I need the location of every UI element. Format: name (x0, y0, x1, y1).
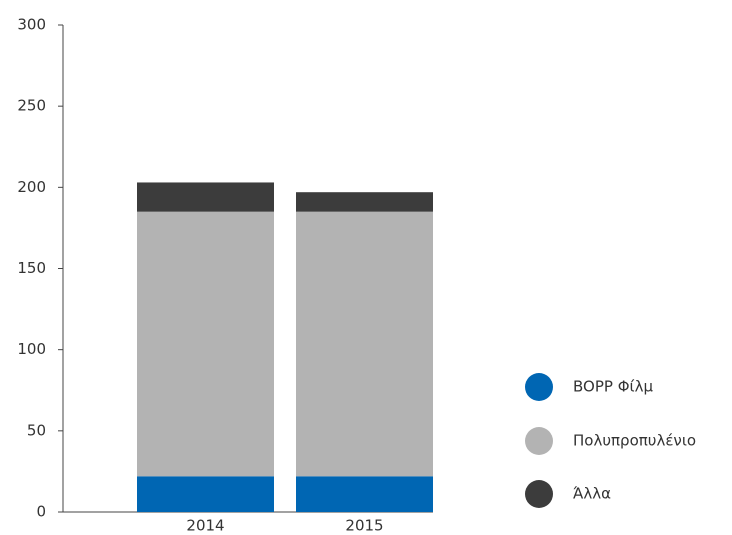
y-tick-label: 200 (17, 178, 46, 196)
legend-swatch (525, 480, 553, 508)
legend-swatch (525, 427, 553, 455)
bar-segment (137, 182, 274, 212)
bar-segment (137, 476, 274, 512)
legend-label: BOPP Φίλμ (573, 378, 653, 396)
legend-label: Πολυπροπυλένιο (573, 432, 696, 450)
legend-label: Άλλα (573, 485, 611, 503)
bar-segment (296, 211, 433, 477)
bar-segment (296, 476, 433, 512)
y-tick-label: 150 (17, 259, 46, 277)
bar-segment (137, 211, 274, 477)
y-tick-label: 250 (17, 97, 46, 115)
y-tick-label: 50 (27, 421, 46, 439)
legend-swatch (525, 373, 553, 401)
x-tick-label: 2015 (345, 517, 383, 535)
y-tick-label: 0 (36, 503, 46, 521)
bar-segment (296, 192, 433, 212)
y-tick-label: 100 (17, 340, 46, 358)
x-tick-label: 2014 (186, 517, 224, 535)
y-tick-label: 300 (17, 16, 46, 34)
